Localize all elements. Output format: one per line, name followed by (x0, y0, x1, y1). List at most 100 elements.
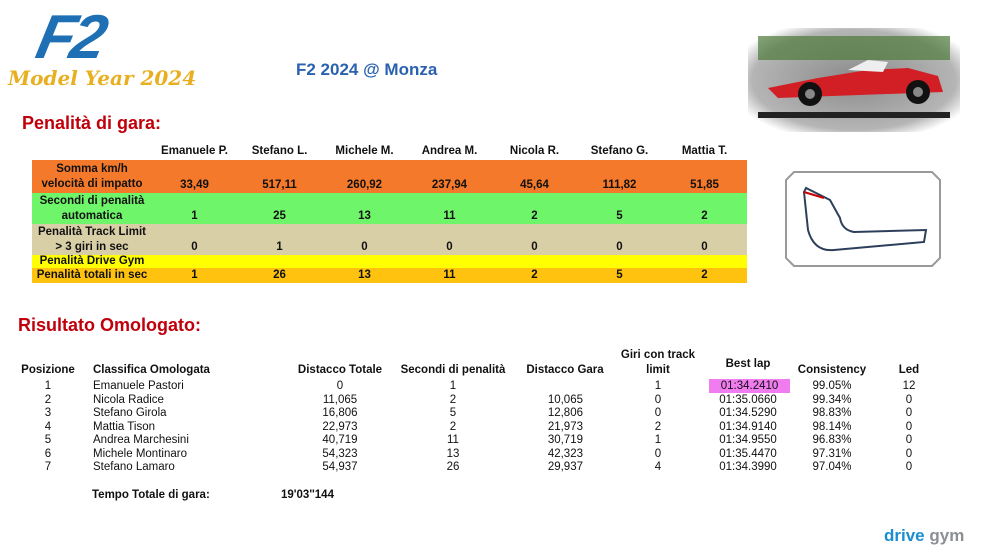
table-cell: 0 (905, 447, 913, 460)
table-cell: 01:34.3990 (719, 461, 777, 473)
column-header: Michele M. (335, 145, 394, 158)
column-header: Classifica Omologata (93, 364, 210, 377)
column-header: Nicola R. (509, 145, 560, 158)
table-cell: 1 (276, 240, 283, 253)
row-band (32, 255, 747, 268)
table-cell: 11 (447, 434, 459, 446)
table-cell: 2 (654, 420, 662, 433)
row-label: Penalità Track Limit > 3 giri in sec (37, 226, 146, 253)
table-cell: 10,065 (547, 393, 583, 406)
row-band (32, 268, 747, 283)
table-cell: Mattia Tison (93, 420, 155, 433)
page-title: F2 2024 @ Monza (296, 60, 438, 79)
table-cell: 2 (701, 268, 708, 281)
table-cell: 6 (44, 447, 52, 460)
table-cell: 99.34% (812, 393, 852, 406)
table-cell: Stefano Girola (93, 407, 167, 419)
column-header: Emanuele P. (161, 145, 228, 158)
table-cell: 1 (449, 380, 457, 392)
table-cell: 22,973 (322, 420, 358, 433)
table-cell: 01:34.2410 (709, 379, 790, 393)
column-header: Consistency (797, 364, 867, 377)
table-cell: 30,719 (547, 434, 583, 446)
table-cell: 45,64 (520, 178, 549, 191)
table-cell: 96.83% (812, 434, 852, 446)
table-cell: 260,92 (346, 178, 383, 191)
brand-drive: drive (884, 526, 925, 545)
table-cell: 01:34.9140 (719, 420, 777, 433)
row-band (32, 160, 747, 193)
table-cell: 0 (905, 407, 913, 419)
table-cell: 1 (654, 380, 662, 392)
table-cell: 0 (191, 240, 198, 253)
table-cell: 33,49 (180, 178, 209, 191)
brand-logo: drive gym (884, 526, 964, 546)
table-cell: 11 (443, 268, 456, 281)
table-cell: 0 (336, 380, 344, 392)
table-cell: 16,806 (322, 407, 358, 419)
table-cell: 54,323 (322, 447, 358, 460)
table-cell: 13 (446, 447, 460, 460)
table-cell: 0 (905, 393, 913, 406)
table-cell: 12,806 (547, 407, 583, 419)
section-heading: Penalità di gara: (22, 113, 162, 133)
table-cell: 98.83% (812, 407, 852, 419)
table-cell: Nicola Radice (93, 393, 164, 406)
table-cell: 517,11 (262, 178, 297, 191)
brand-gym: gym (929, 526, 965, 545)
table-cell: 42,323 (547, 447, 583, 460)
table-cell: 12 (902, 380, 916, 392)
table-cell: 13 (358, 268, 371, 281)
column-header: Mattia T. (681, 145, 728, 158)
table-cell: 21,973 (547, 420, 583, 433)
column-header: Stefano G. (590, 145, 649, 158)
table-cell: 5 (44, 434, 52, 446)
section-heading: Risultato Omologato: (18, 315, 201, 335)
track-map (785, 171, 941, 267)
total-value: 19'03''144 (281, 489, 334, 501)
table-cell: 0 (616, 240, 623, 253)
table-cell: 3 (44, 407, 52, 419)
table-cell: 2 (531, 209, 538, 222)
table-cell: 2 (449, 420, 457, 433)
table-cell: 5 (616, 268, 623, 281)
column-header: Andrea M. (421, 145, 478, 158)
column-header: Distacco Gara (526, 364, 604, 377)
row-label: Penalità Drive Gym (39, 255, 145, 268)
table-cell: Andrea Marchesini (93, 434, 189, 446)
table-cell: 1 (191, 268, 198, 281)
car-image (748, 28, 960, 132)
row-band (32, 193, 747, 224)
table-cell: 26 (446, 461, 460, 473)
table-cell: 1 (44, 380, 52, 392)
table-cell: 0 (654, 393, 662, 406)
table-cell: 0 (905, 420, 913, 433)
table-cell: 0 (905, 434, 913, 446)
table-cell: 25 (273, 209, 286, 222)
table-cell: 01:34.5290 (719, 407, 777, 419)
row-label: Penalità totali in sec (36, 269, 148, 282)
table-cell: Michele Montinaro (93, 447, 187, 460)
table-cell: 2 (701, 209, 708, 222)
table-cell: 4 (654, 461, 662, 473)
table-cell: 26 (273, 268, 286, 281)
table-cell: 0 (905, 461, 913, 473)
table-cell: 97.04% (812, 461, 852, 473)
table-cell: 0 (361, 240, 368, 253)
table-cell: 01:34.9550 (719, 434, 777, 446)
table-cell: 99.05% (812, 380, 852, 392)
table-cell: 1 (191, 209, 198, 222)
column-header: Stefano L. (251, 145, 308, 158)
table-cell: 51,85 (690, 178, 719, 191)
logo: F2 (30, 3, 110, 72)
table-cell: 13 (358, 209, 371, 222)
column-header: Secondi di penalità (400, 364, 506, 377)
row-band (32, 224, 747, 255)
table-cell: 1 (654, 434, 662, 446)
total-label: Tempo Totale di gara: (92, 489, 210, 501)
table-cell: 0 (446, 240, 453, 253)
table-cell: 0 (531, 240, 538, 253)
column-header: Posizione (21, 364, 75, 377)
table-cell: 2 (449, 393, 457, 406)
table-cell: Stefano Lamaro (93, 461, 175, 473)
